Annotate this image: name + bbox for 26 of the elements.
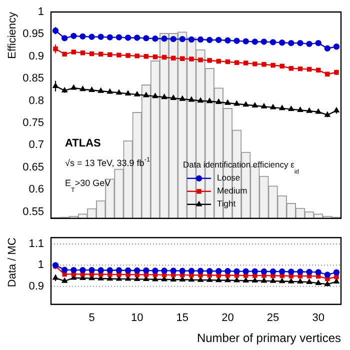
x-tick-label: 30	[312, 312, 324, 324]
y-tick-label: 0.7	[28, 139, 44, 152]
y-tick-label: 0.9	[28, 50, 44, 62]
legend-label: Medium	[217, 186, 248, 196]
y-tick-label: 0.55	[22, 206, 44, 218]
y-axis-title: Data / MC	[6, 238, 19, 288]
x-axis-title: Number of primary vertices	[196, 331, 341, 346]
y-tick-label: 0.85	[22, 72, 44, 85]
x-tick-label: 20	[222, 312, 234, 324]
y-tick-label: 0.6	[28, 184, 44, 196]
x-tick-label: 15	[176, 312, 189, 324]
x-tick-label: 10	[130, 312, 144, 324]
legend-label: Tight	[217, 198, 236, 209]
x-tick-label: 5	[88, 312, 95, 324]
y-tick-label: 0.65	[22, 161, 44, 174]
y-tick-label: 0.9	[28, 280, 44, 292]
y-tick-label: 0.75	[22, 117, 44, 129]
y-tick-label: 1	[38, 6, 44, 18]
x-tick-label: 25	[266, 312, 280, 324]
y-axis-title: Efficiency	[6, 12, 19, 59]
legend-label: Loose	[217, 172, 240, 183]
y-tick-label: 1.1	[28, 238, 44, 250]
y-tick-label: 0.95	[22, 28, 44, 40]
annotation: ATLAS	[65, 137, 101, 150]
y-tick-label: 0.8	[28, 94, 44, 107]
y-tick-label: 1	[38, 259, 44, 272]
